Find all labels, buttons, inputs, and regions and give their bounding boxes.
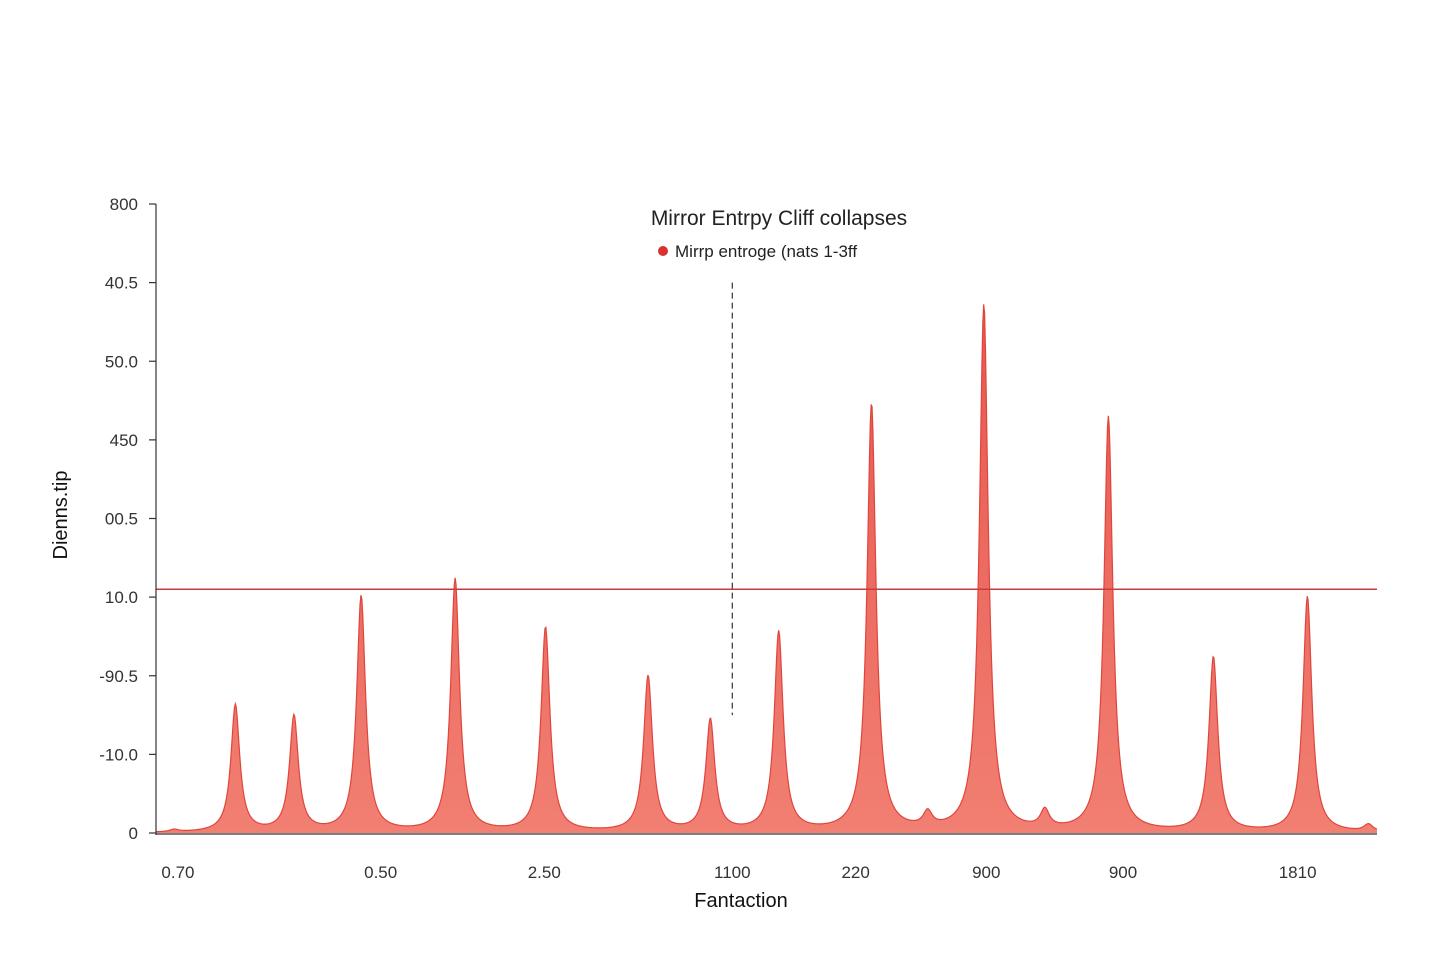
x-tick-label: 900 <box>1109 863 1137 882</box>
y-tick-label: -90.5 <box>99 667 138 686</box>
legend-label: Mirrp entroge (nats 1-3ff <box>675 242 857 261</box>
y-tick-label: -10.0 <box>99 745 138 764</box>
x-axis-title: Fantaction <box>694 890 787 912</box>
chart-title: Mirror Entrpy Cliff collapses <box>651 207 907 230</box>
legend: Mirrp entroge (nats 1-3ff <box>658 242 857 261</box>
series-area <box>156 304 1377 834</box>
x-tick-label: 2.50 <box>528 863 561 882</box>
x-ticks: 0.70 0.50 2.50 1100 220 900 900 1810 <box>161 863 1316 882</box>
y-tick-label: 10.0 <box>105 588 138 607</box>
x-tick-label: 1100 <box>714 863 751 882</box>
y-tick-label: 0 <box>129 824 138 843</box>
y-axis-title: Dienns.tip <box>50 471 72 560</box>
x-tick-label: 0.70 <box>161 863 194 882</box>
legend-marker <box>658 246 668 256</box>
y-tick-label: 40.5 <box>105 274 138 293</box>
y-tick-label: 450 <box>110 431 138 450</box>
y-tick-label: 50.0 <box>105 352 138 371</box>
x-tick-label: 220 <box>841 863 869 882</box>
x-tick-label: 900 <box>972 863 1000 882</box>
y-ticks: 0 -10.0 -90.5 10.0 00.5 450 50.0 40.5 800 <box>99 195 156 843</box>
y-tick-label: 800 <box>110 195 138 214</box>
series-line <box>155 304 1378 833</box>
x-tick-label: 1810 <box>1279 863 1317 882</box>
x-tick-label: 0.50 <box>364 863 397 882</box>
y-tick-label: 00.5 <box>105 510 138 529</box>
plot-area <box>155 282 1378 834</box>
